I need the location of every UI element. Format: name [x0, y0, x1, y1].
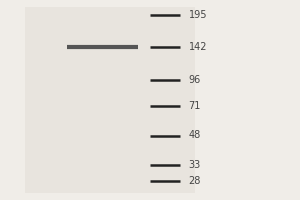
FancyBboxPatch shape	[25, 7, 195, 193]
Text: 28: 28	[189, 176, 201, 186]
Text: 48: 48	[189, 130, 201, 140]
Text: 142: 142	[189, 42, 207, 52]
Text: 33: 33	[189, 160, 201, 170]
Text: 71: 71	[189, 101, 201, 111]
Text: 96: 96	[189, 75, 201, 85]
Text: 195: 195	[189, 10, 207, 20]
